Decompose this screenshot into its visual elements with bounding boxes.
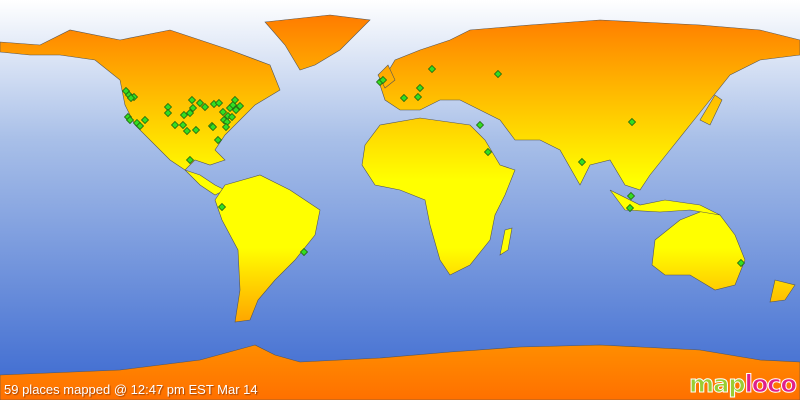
south-america xyxy=(214,174,321,323)
place-marker[interactable] xyxy=(475,120,485,130)
north-america xyxy=(0,29,281,171)
place-marker[interactable] xyxy=(179,110,189,120)
place-marker[interactable] xyxy=(399,93,409,103)
place-marker[interactable] xyxy=(230,95,240,105)
place-marker[interactable] xyxy=(627,117,637,127)
new-zealand xyxy=(769,279,796,303)
place-marker[interactable] xyxy=(235,101,245,111)
logo-part-map: map xyxy=(689,370,746,399)
place-marker[interactable] xyxy=(188,103,198,113)
logo-part-loco: loco xyxy=(744,370,797,399)
place-marker[interactable] xyxy=(221,122,231,132)
place-marker[interactable] xyxy=(125,115,135,125)
place-marker[interactable] xyxy=(299,247,309,257)
place-marker[interactable] xyxy=(483,147,493,157)
place-marker[interactable] xyxy=(378,75,388,85)
place-marker[interactable] xyxy=(185,108,195,118)
place-marker[interactable] xyxy=(427,64,437,74)
place-marker[interactable] xyxy=(182,126,192,136)
greenland xyxy=(264,14,371,71)
place-marker[interactable] xyxy=(178,120,188,130)
place-marker[interactable] xyxy=(170,120,180,130)
place-marker[interactable] xyxy=(625,203,635,213)
place-marker[interactable] xyxy=(126,93,136,103)
place-marker[interactable] xyxy=(185,155,195,165)
place-marker[interactable] xyxy=(413,92,423,102)
maploco-logo[interactable]: maploco xyxy=(689,370,798,399)
place-marker[interactable] xyxy=(191,125,201,135)
indonesia xyxy=(609,189,721,216)
place-marker[interactable] xyxy=(227,112,237,122)
place-marker[interactable] xyxy=(736,258,746,268)
place-marker[interactable] xyxy=(214,98,224,108)
place-marker[interactable] xyxy=(163,108,173,118)
place-marker[interactable] xyxy=(208,122,218,132)
place-marker[interactable] xyxy=(140,115,150,125)
place-marker[interactable] xyxy=(200,102,210,112)
africa xyxy=(361,117,516,276)
places-mapped-caption: 59 places mapped @ 12:47 pm EST Mar 14 xyxy=(4,382,258,397)
place-marker[interactable] xyxy=(217,202,227,212)
place-marker[interactable] xyxy=(415,83,425,93)
place-marker[interactable] xyxy=(195,98,205,108)
place-marker[interactable] xyxy=(231,105,241,115)
japan xyxy=(699,94,723,126)
place-marker[interactable] xyxy=(218,107,228,117)
place-markers xyxy=(121,64,746,268)
place-marker[interactable] xyxy=(213,135,223,145)
europe-asia xyxy=(379,19,800,191)
madagascar xyxy=(499,227,513,256)
place-marker[interactable] xyxy=(626,191,636,201)
place-marker[interactable] xyxy=(135,121,145,131)
place-marker[interactable] xyxy=(577,157,587,167)
antarctica xyxy=(0,344,800,400)
place-marker[interactable] xyxy=(493,69,503,79)
place-marker[interactable] xyxy=(187,95,197,105)
